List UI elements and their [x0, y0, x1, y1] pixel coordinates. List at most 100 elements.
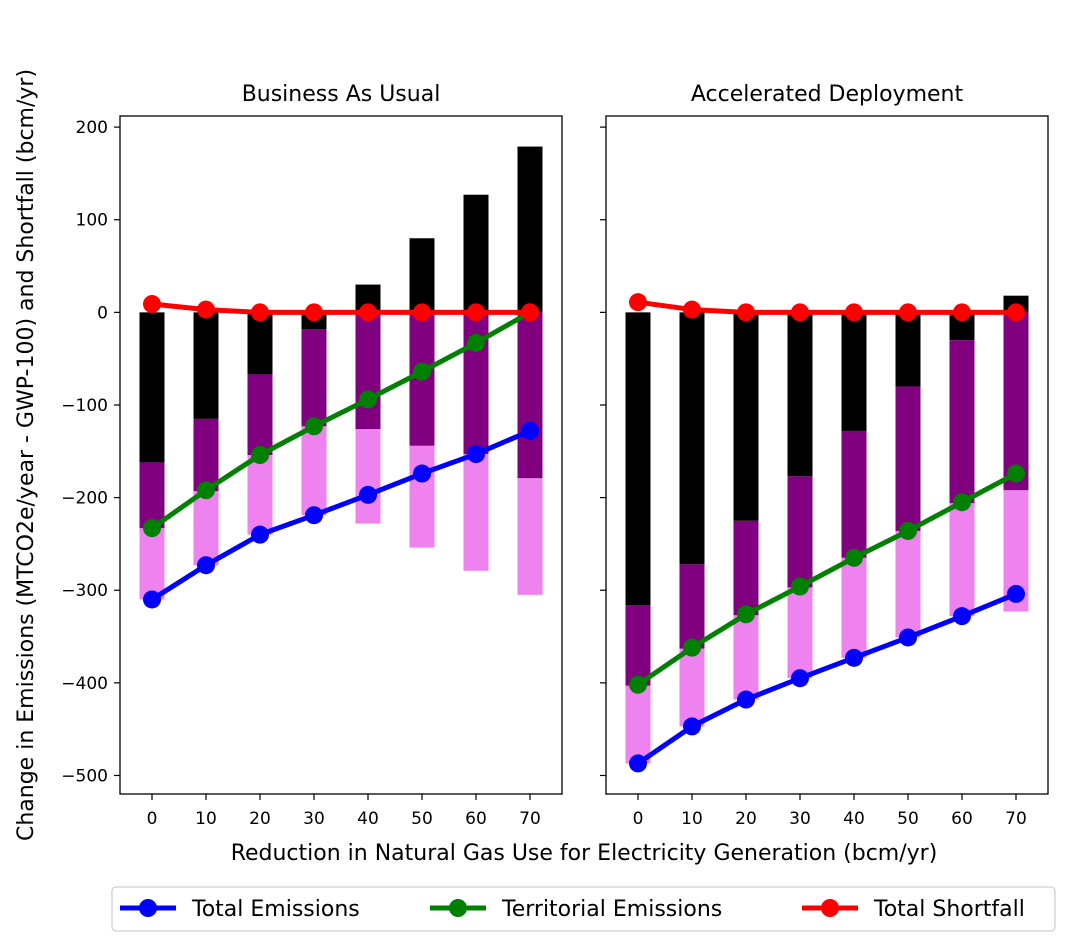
purple-bar	[895, 386, 921, 531]
black-bar	[139, 312, 165, 463]
territorial-emissions-point	[359, 390, 377, 409]
total-emissions-point	[143, 590, 161, 609]
panel-1: Business As Usual 0 10 20 30 40 50 60 70 200 100 0 −…	[61, 82, 563, 829]
x-tick-label: 0	[633, 809, 644, 829]
y-tick-label: −100	[61, 396, 108, 416]
violet-bar	[355, 429, 381, 524]
x-tick-label: 30	[303, 809, 325, 829]
x-tick-label: 50	[411, 809, 433, 829]
territorial-emissions-point	[791, 577, 809, 596]
total-shortfall-point	[413, 303, 431, 322]
total-emissions-point	[683, 717, 701, 736]
territorial-emissions-point	[899, 521, 917, 540]
total-shortfall-point	[143, 295, 161, 314]
black-bar	[625, 312, 651, 606]
violet-bar	[949, 503, 975, 617]
total-emissions-point	[629, 754, 647, 773]
violet-bar	[895, 530, 921, 638]
x-tick-label: 10	[681, 809, 703, 829]
total-emissions-point	[413, 464, 431, 483]
legend-total-emissions-label: Total Emissions	[191, 897, 360, 922]
purple-bar	[787, 476, 813, 588]
violet-bar	[301, 426, 327, 516]
total-emissions-point	[197, 556, 215, 575]
purple-bar	[139, 462, 165, 529]
total-shortfall-point	[467, 303, 485, 322]
x-tick-label: 70	[1005, 809, 1027, 829]
purple-bar	[679, 564, 705, 649]
x-tick-label: 60	[465, 809, 487, 829]
panel-title: Business As Usual	[242, 82, 441, 107]
legend-total-emissions-marker	[139, 899, 157, 917]
black-bar	[841, 312, 867, 431]
territorial-emissions-point	[953, 493, 971, 512]
total-shortfall-point	[845, 303, 863, 322]
territorial-emissions-point	[467, 333, 485, 352]
territorial-emissions-point	[737, 605, 755, 624]
violet-bar	[409, 445, 435, 548]
total-shortfall-point	[305, 303, 323, 322]
territorial-emissions-point	[251, 446, 269, 464]
total-shortfall-point	[521, 303, 539, 322]
violet-bar	[463, 454, 489, 571]
total-emissions-line	[635, 591, 1019, 766]
black-bar	[193, 312, 219, 419]
total-shortfall-point	[629, 293, 647, 312]
y-tick-label: −400	[61, 674, 108, 694]
panel-2: Accelerated Deployment 0 10 20 30 40 50 60 70	[600, 82, 1049, 829]
legend-territorial-emissions-label: Territorial Emissions	[501, 897, 722, 922]
total-emissions-point	[1007, 584, 1025, 603]
y-tick-label: −200	[61, 489, 108, 509]
legend-territorial-emissions-marker	[449, 899, 467, 917]
total-emissions-point	[359, 485, 377, 504]
black-bar	[679, 312, 705, 565]
total-emissions-point	[251, 525, 269, 544]
legend-total-shortfall-marker	[821, 899, 839, 917]
total-shortfall-point	[251, 303, 269, 322]
y-axis-label: Change in Emissions (MTCO2e/year - GWP-1…	[14, 69, 39, 841]
axes-frame	[605, 115, 1049, 795]
territorial-emissions-point	[413, 362, 431, 381]
violet-bar	[679, 648, 705, 727]
total-shortfall-point	[737, 303, 755, 322]
total-shortfall-point	[791, 303, 809, 322]
total-shortfall-point	[359, 303, 377, 322]
black-bar	[733, 312, 759, 521]
purple-bar	[841, 430, 867, 558]
purple-bar	[517, 312, 543, 479]
x-tick-label: 60	[951, 809, 973, 829]
total-emissions-point	[899, 628, 917, 647]
x-axis-label: Reduction in Natural Gas Use for Electri…	[231, 841, 938, 866]
territorial-emissions-line	[149, 309, 533, 531]
total-shortfall-point	[953, 303, 971, 322]
y-tick-label: −500	[61, 766, 108, 786]
purple-bar	[247, 374, 273, 455]
total-shortfall-point	[1007, 303, 1025, 322]
total-emissions-point	[737, 690, 755, 709]
black-bar	[787, 312, 813, 477]
territorial-emissions-point	[197, 481, 215, 500]
legend-box	[111, 886, 1056, 932]
violet-bar	[733, 615, 759, 700]
black-bar	[409, 238, 435, 313]
violet-bar	[841, 557, 867, 658]
purple-bar	[463, 312, 489, 455]
territorial-emissions-point	[845, 548, 863, 567]
x-tick-label: 0	[147, 809, 158, 829]
legend-total-shortfall-label: Total Shortfall	[873, 897, 1025, 922]
purple-bar	[193, 418, 219, 492]
territorial-emissions-point	[305, 417, 323, 436]
y-tick-label: 0	[97, 303, 108, 323]
total-shortfall-point	[197, 300, 215, 319]
black-bar	[517, 146, 543, 313]
purple-bar	[625, 605, 651, 686]
total-emissions-point	[791, 669, 809, 688]
black-bar	[463, 194, 489, 313]
purple-bar	[301, 329, 327, 427]
x-tick-label: 70	[519, 809, 541, 829]
purple-bar	[733, 520, 759, 616]
total-emissions-point	[953, 607, 971, 626]
violet-bar	[517, 478, 543, 595]
